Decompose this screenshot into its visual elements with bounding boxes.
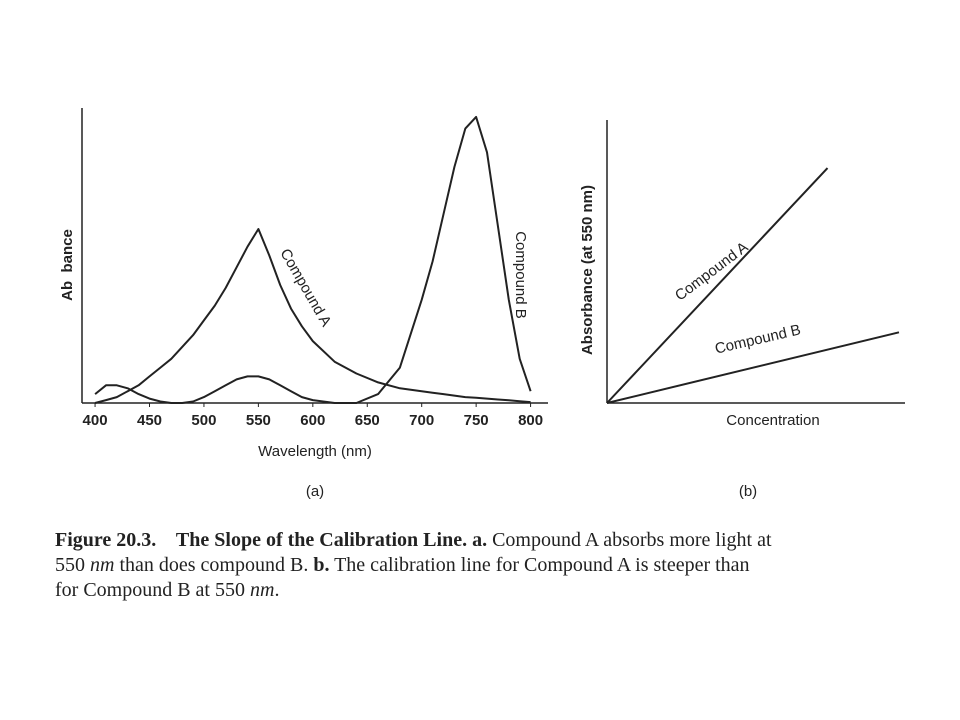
panel-label: (a) bbox=[306, 483, 324, 500]
x-axis-label: Concentration bbox=[726, 412, 819, 429]
caption-text: nm bbox=[250, 579, 275, 601]
x-tick-label: 800 bbox=[518, 412, 543, 429]
x-tick-label: 400 bbox=[83, 412, 108, 429]
series-label: Compound B bbox=[713, 321, 802, 357]
caption-text: nm bbox=[90, 554, 115, 576]
y-axis-label: Absorbance (at 550 nm) bbox=[579, 185, 596, 355]
caption-text: Figure 20.3. bbox=[55, 529, 157, 551]
caption-text: b. bbox=[313, 554, 330, 576]
x-tick-label: 700 bbox=[409, 412, 434, 429]
x-tick-label: 550 bbox=[246, 412, 271, 429]
caption-text: . bbox=[274, 579, 280, 601]
caption-line: for Compound B at 550 nm. bbox=[55, 578, 935, 603]
caption-text: for Compound B at 550 bbox=[55, 579, 250, 601]
x-tick-label: 450 bbox=[137, 412, 162, 429]
caption-text: Compound A absorbs more light at bbox=[487, 529, 772, 551]
caption-text: The calibration line for Compound A is s… bbox=[329, 554, 750, 576]
series-label: Compound A bbox=[276, 246, 334, 330]
y-axis-label: Ab bance bbox=[59, 229, 76, 301]
caption: Figure 20.3. The Slope of the Calibratio… bbox=[55, 528, 935, 603]
x-tick-label: 650 bbox=[355, 412, 380, 429]
series-label: Compound A bbox=[672, 239, 752, 305]
panel-label: (b) bbox=[739, 483, 757, 500]
series-line bbox=[94, 115, 532, 404]
series-line bbox=[606, 167, 829, 404]
caption-line: Figure 20.3. The Slope of the Calibratio… bbox=[55, 528, 935, 553]
x-tick-label: 600 bbox=[300, 412, 325, 429]
series-label: Compound B bbox=[512, 231, 529, 319]
caption-text: than does compound B. bbox=[114, 554, 314, 576]
caption-text: The Slope of the Calibration Line. a. bbox=[156, 529, 488, 551]
caption-line: 550 nm than does compound B. b. The cali… bbox=[55, 553, 935, 578]
series-line bbox=[606, 331, 900, 404]
x-axis-label: Wavelength (nm) bbox=[258, 443, 372, 460]
caption-text: 550 bbox=[55, 554, 90, 576]
x-tick-label: 750 bbox=[464, 412, 489, 429]
series-line bbox=[94, 228, 531, 404]
figure: 400 450 500 550 600 650 700 750 800 Ab bance Wavel… bbox=[59, 108, 905, 500]
x-tick-label: 500 bbox=[191, 412, 216, 429]
